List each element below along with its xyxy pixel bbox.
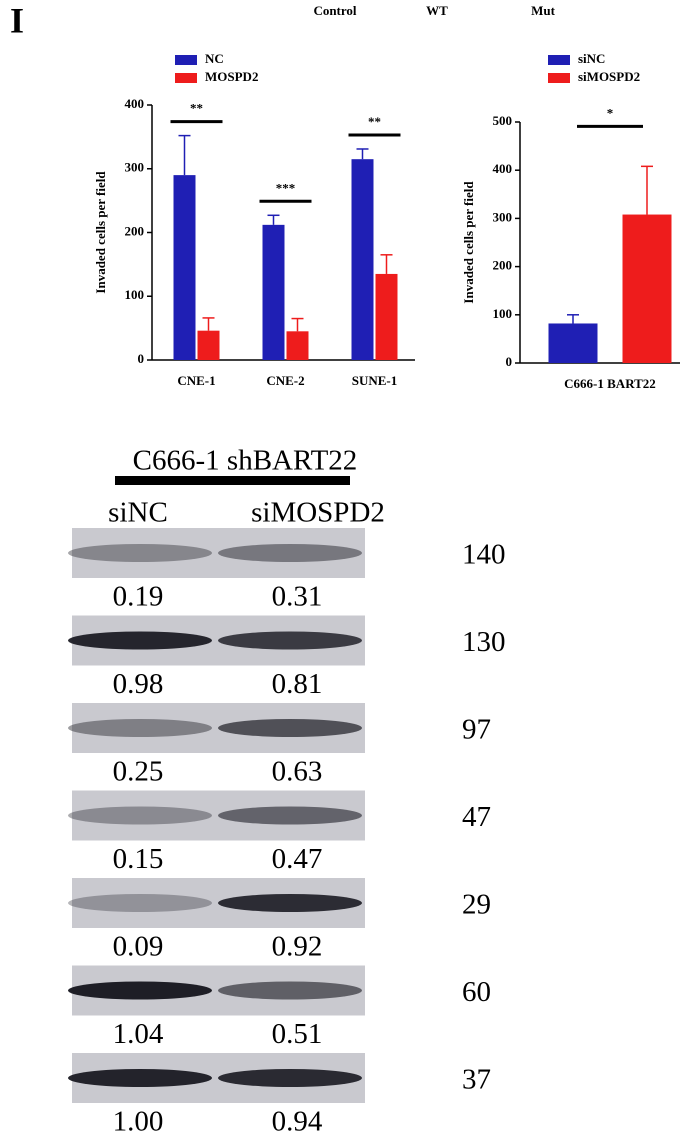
bar bbox=[197, 330, 220, 360]
bar bbox=[262, 224, 285, 360]
band-marker: 47 bbox=[462, 801, 491, 833]
band-quant: 0.92 bbox=[272, 931, 323, 963]
band bbox=[68, 981, 212, 1000]
y-tick-label: 200 bbox=[125, 223, 145, 238]
significance-label: ** bbox=[190, 101, 203, 116]
significance-label: ** bbox=[368, 114, 381, 129]
band-quant: 0.98 bbox=[113, 668, 164, 700]
bar bbox=[548, 323, 598, 363]
y-tick-label: 400 bbox=[125, 96, 145, 111]
bar bbox=[286, 331, 309, 360]
band-quant: 0.19 bbox=[113, 581, 164, 613]
band bbox=[218, 544, 362, 562]
blot-title: C666-1 shBART22 bbox=[133, 445, 358, 477]
band-quant: 1.04 bbox=[113, 1018, 164, 1050]
header-label: Mut bbox=[531, 3, 556, 18]
lane-label: siNC bbox=[108, 497, 168, 529]
bar bbox=[622, 214, 672, 363]
band-marker: 97 bbox=[462, 714, 491, 746]
y-tick-label: 100 bbox=[125, 287, 145, 302]
band-background bbox=[72, 528, 365, 578]
band-quant: 0.31 bbox=[272, 581, 323, 613]
band bbox=[218, 631, 362, 650]
y-axis-label: Invaded cells per field bbox=[461, 181, 476, 304]
legend-swatch bbox=[548, 55, 570, 65]
legend-swatch bbox=[175, 55, 197, 65]
band bbox=[68, 544, 212, 562]
panel-label: I bbox=[10, 0, 24, 40]
bar bbox=[173, 175, 196, 360]
header-label: WT bbox=[426, 3, 448, 18]
band-quant: 0.63 bbox=[272, 756, 323, 788]
band-quant: 0.47 bbox=[272, 843, 323, 875]
band bbox=[68, 894, 212, 912]
band-marker: 130 bbox=[462, 626, 506, 658]
band bbox=[68, 1069, 212, 1087]
band-quant: 0.25 bbox=[113, 756, 164, 788]
band bbox=[218, 719, 362, 737]
x-tick-label: SUNE-1 bbox=[352, 373, 398, 388]
band-quant: 0.94 bbox=[272, 1106, 323, 1138]
bar bbox=[375, 273, 398, 360]
band-marker: 37 bbox=[462, 1064, 491, 1096]
significance-label: * bbox=[607, 105, 614, 120]
header-label: Control bbox=[313, 3, 356, 18]
lane-label: siMOSPD2 bbox=[251, 497, 385, 529]
band-marker: 60 bbox=[462, 976, 491, 1008]
y-tick-label: 100 bbox=[493, 306, 513, 321]
band bbox=[68, 719, 212, 737]
bar bbox=[351, 159, 374, 360]
y-tick-label: 400 bbox=[493, 161, 513, 176]
legend-swatch bbox=[175, 73, 197, 83]
y-tick-label: 0 bbox=[506, 354, 513, 369]
band bbox=[218, 981, 362, 1000]
western-blot: C666-1 shBART22 siNC siMOSPD2 0.19 0.31 14… bbox=[68, 445, 506, 1138]
legend-label: MOSPD2 bbox=[205, 69, 258, 84]
band bbox=[218, 1069, 362, 1087]
band-marker: 140 bbox=[462, 539, 506, 571]
band bbox=[68, 631, 212, 650]
x-tick-label: CNE-2 bbox=[266, 373, 304, 388]
band-quant: 1.00 bbox=[113, 1106, 164, 1138]
band-quant: 0.09 bbox=[113, 931, 164, 963]
band bbox=[68, 806, 212, 825]
band-quant: 0.51 bbox=[272, 1018, 323, 1050]
y-tick-label: 300 bbox=[125, 160, 145, 175]
band-quant: 0.15 bbox=[113, 843, 164, 875]
band-marker: 29 bbox=[462, 889, 491, 921]
charts: 0 100 200 300 400 Invaded cells per field NC MO… bbox=[93, 51, 680, 391]
title-bar bbox=[115, 476, 350, 485]
y-tick-label: 0 bbox=[138, 351, 145, 366]
x-tick-label: C666-1 BART22 bbox=[564, 376, 656, 391]
y-axis-label: Invaded cells per field bbox=[93, 171, 108, 294]
band bbox=[218, 806, 362, 825]
legend-label: NC bbox=[205, 51, 224, 66]
legend-swatch bbox=[548, 73, 570, 83]
legend-label: siMOSPD2 bbox=[578, 69, 640, 84]
y-tick-label: 300 bbox=[493, 209, 513, 224]
y-tick-label: 200 bbox=[493, 258, 513, 273]
legend-label: siNC bbox=[578, 51, 605, 66]
significance-label: *** bbox=[276, 180, 296, 195]
band-quant: 0.81 bbox=[272, 668, 323, 700]
y-tick-label: 500 bbox=[493, 113, 513, 128]
band bbox=[218, 894, 362, 912]
x-tick-label: CNE-1 bbox=[177, 373, 215, 388]
